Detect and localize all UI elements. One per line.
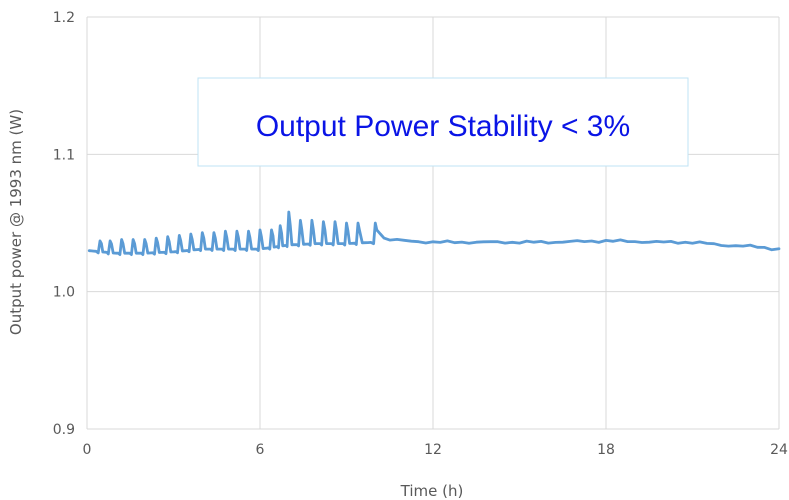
annotation-box — [197, 77, 689, 167]
x-tick-label: 12 — [424, 442, 442, 458]
y-tick-label: 1.1 — [53, 147, 75, 163]
x-tick-label: 6 — [256, 442, 265, 458]
x-axis-title: Time (h) — [400, 482, 464, 500]
annotation-text: Output Power Stability < 3% — [256, 110, 630, 143]
annotation: Output Power Stability < 3% — [197, 77, 689, 167]
series-layer — [87, 210, 781, 256]
y-axis-title: Output power @ 1993 nm (W) — [7, 109, 25, 335]
x-tick-label: 18 — [597, 442, 615, 458]
x-tick-label: 24 — [770, 442, 788, 458]
y-tick-labels: 0.9 1.0 1.1 1.2 — [53, 10, 75, 438]
y-tick-label: 1.2 — [53, 10, 75, 26]
y-tick-label: 1.0 — [53, 285, 75, 301]
series-line — [87, 210, 781, 256]
x-tick-labels: 0 6 12 18 24 — [83, 442, 788, 458]
x-tick-label: 0 — [83, 442, 92, 458]
y-tick-label: 0.9 — [53, 422, 75, 438]
